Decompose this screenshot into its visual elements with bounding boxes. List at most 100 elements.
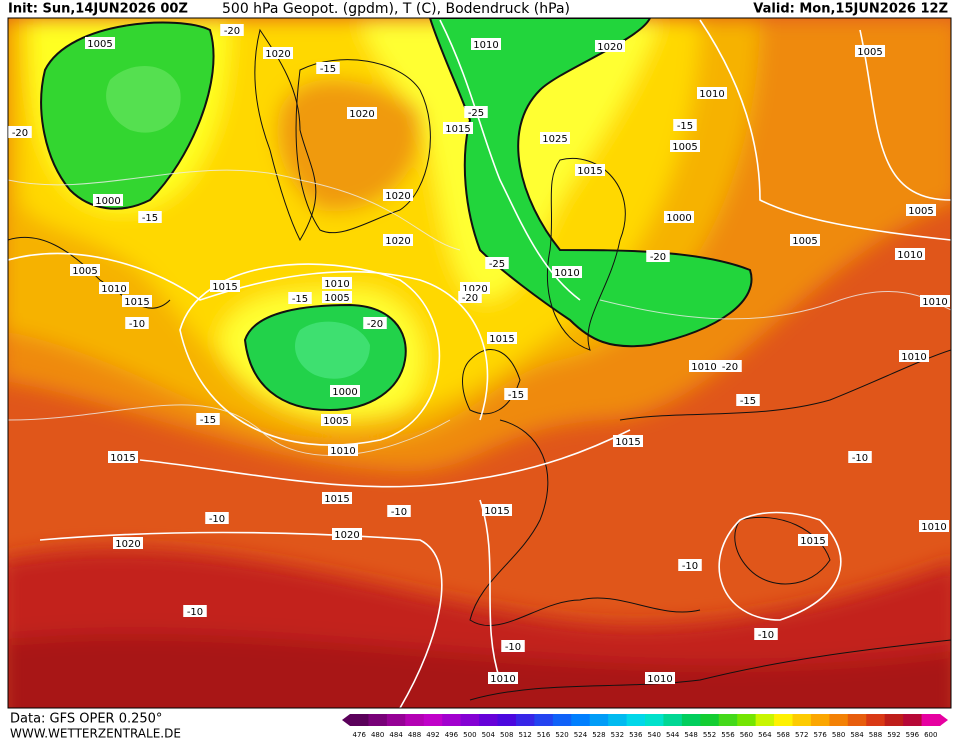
colorbar-label: 492 <box>426 731 439 739</box>
valid-time: Valid: Mon,15JUN2026 12Z <box>753 2 948 17</box>
isobar-label: 1020 <box>349 109 374 120</box>
map-labels: 1005 -20 1020 -15 1010 1020 1005 1010 -15 1005 102… <box>8 24 950 685</box>
colorbar-label: 552 <box>703 731 716 739</box>
isobar-label: 1005 <box>72 266 97 277</box>
colorbar-swatch <box>479 714 498 726</box>
colorbar-label: 496 <box>445 731 459 739</box>
colorbar-label: 524 <box>574 731 588 739</box>
label-box <box>93 194 123 206</box>
label-box <box>504 388 528 400</box>
colorbar-swatch <box>663 714 683 726</box>
isobar-label: -10 <box>187 607 203 618</box>
isobar-label: -25 <box>468 108 484 119</box>
isobar-label: 1010 <box>699 89 724 100</box>
label-box <box>122 295 152 307</box>
label-box <box>347 107 377 119</box>
isobar-label: 1015 <box>489 334 514 345</box>
isobar-label: 1010 <box>691 362 716 373</box>
label-box <box>205 512 229 524</box>
colorbar-swatch <box>755 714 775 726</box>
isobar-label: -15 <box>740 396 756 407</box>
init-time: Init: Sun,14JUN2026 00Z <box>8 2 188 17</box>
isobar-label: -15 <box>292 294 308 305</box>
isobar-label: -20 <box>224 26 240 37</box>
label-box <box>210 280 240 292</box>
isobar-label: -20 <box>462 293 478 304</box>
colorbar-label: 512 <box>518 731 531 739</box>
label-box <box>330 385 360 397</box>
label-box <box>595 40 625 52</box>
label-box <box>798 534 828 546</box>
label-box <box>458 291 482 303</box>
label-box <box>383 189 413 201</box>
label-box <box>125 317 149 329</box>
label-box <box>501 640 525 652</box>
colorbar-label: 500 <box>463 731 476 739</box>
label-box <box>322 277 352 289</box>
colorbar-swatch <box>847 714 867 726</box>
label-box <box>613 435 643 447</box>
isobar-label: 1005 <box>792 236 817 247</box>
label-box <box>363 317 387 329</box>
isobar-label: 1005 <box>908 206 933 217</box>
label-box <box>485 257 509 269</box>
isobar-label: -10 <box>209 514 225 525</box>
colorbar-swatch <box>460 714 480 726</box>
isobar-label: 1000 <box>666 213 691 224</box>
colorbar-swatch <box>534 714 554 726</box>
isobar-label: -10 <box>505 642 521 653</box>
colorbar-swatch <box>774 714 793 726</box>
isobar-label: 1010 <box>101 284 126 295</box>
isobar-label: -10 <box>129 319 145 330</box>
colorbar-swatch <box>737 714 757 726</box>
colorbar-swatch <box>718 714 738 726</box>
colorbar-swatch <box>386 714 406 726</box>
colorbar-label: 596 <box>906 731 920 739</box>
isobar-label: 1010 <box>901 352 926 363</box>
map-frame <box>7 17 952 709</box>
isobar-label: 1010 <box>554 268 579 279</box>
isobar-label: 1005 <box>672 142 697 153</box>
colorbar-swatch <box>810 714 830 726</box>
colorbar-swatch <box>497 714 517 726</box>
colorbar-label: 520 <box>555 731 568 739</box>
isobar-label: 1015 <box>324 494 349 505</box>
label-box <box>220 24 244 36</box>
label-box <box>552 266 582 278</box>
isobar-label: -20 <box>650 252 666 263</box>
label-box <box>138 211 162 223</box>
colorbar-label: 576 <box>813 731 827 739</box>
label-box <box>387 505 411 517</box>
label-box <box>322 492 352 504</box>
colorbar-swatch <box>829 714 849 726</box>
colorbar-label: 504 <box>482 731 496 739</box>
label-box <box>108 451 138 463</box>
map-area <box>8 18 951 708</box>
label-box <box>321 414 351 426</box>
colorbar-label: 600 <box>924 731 937 739</box>
isobar-label: -20 <box>12 128 28 139</box>
colorbar-swatch <box>405 714 425 726</box>
colorbar-swatch <box>368 714 388 726</box>
colorbar-swatch <box>515 714 535 726</box>
colorbar-swatch <box>903 714 923 726</box>
data-source: Data: GFS OPER 0.250° <box>10 712 162 727</box>
colorbar-swatch <box>866 714 886 726</box>
label-box <box>899 350 929 362</box>
isobar-label: 1020 <box>597 42 622 53</box>
isobar-label: -10 <box>758 630 774 641</box>
isobar-label: 1015 <box>110 453 135 464</box>
label-box <box>575 164 605 176</box>
colorbar-label: 564 <box>758 731 772 739</box>
isobar-label: 1020 <box>265 49 290 60</box>
colorbar-label: 548 <box>684 731 697 739</box>
colorbar-label: 540 <box>648 731 661 739</box>
colorbar-swatch <box>792 714 812 726</box>
colorbar-swatch <box>423 714 443 726</box>
isobar-label: -20 <box>722 362 738 373</box>
isobar-label: 1015 <box>445 124 470 135</box>
colorbar-label: 568 <box>777 731 790 739</box>
isobar-label: 1010 <box>897 250 922 261</box>
map-title: 500 hPa Geopot. (gpdm), T (C), Bodendruc… <box>222 1 570 17</box>
